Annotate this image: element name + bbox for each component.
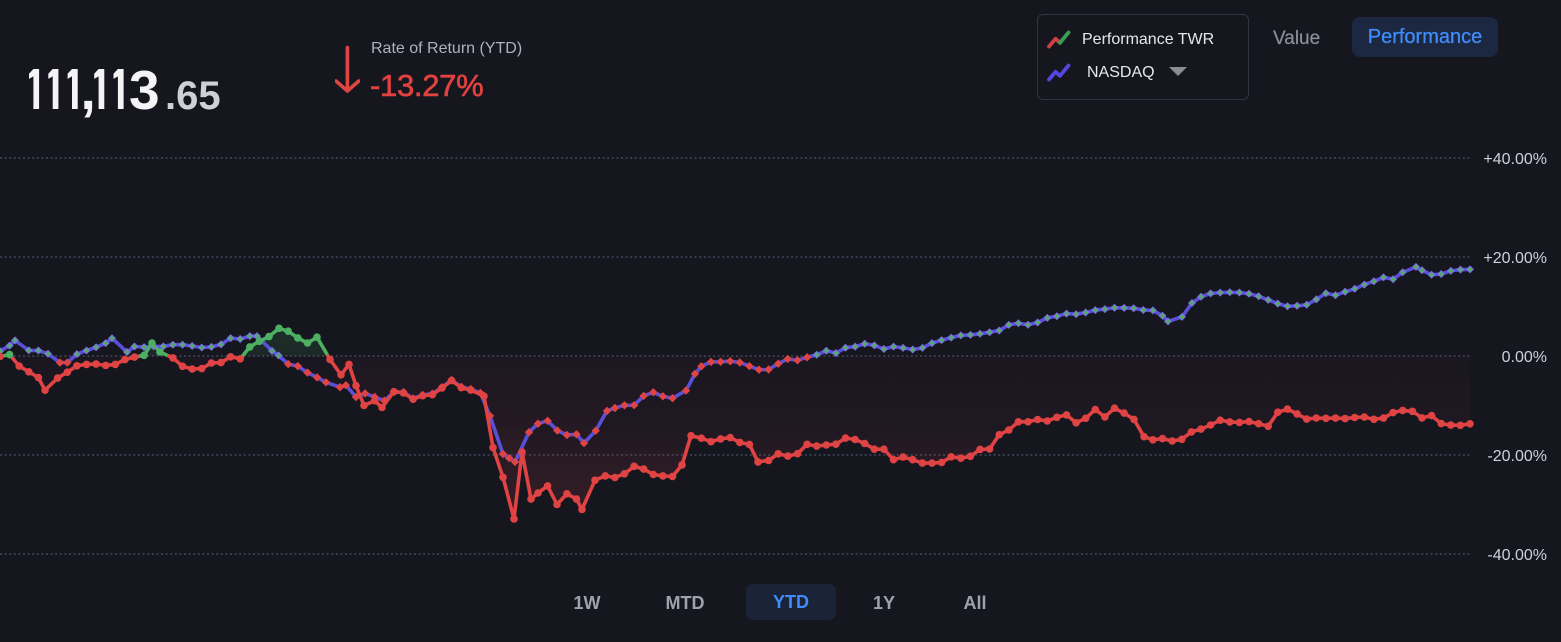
svg-text:3: 3: [129, 69, 160, 121]
svg-text:,: ,: [81, 69, 96, 121]
svg-text:.65: .65: [165, 74, 221, 118]
